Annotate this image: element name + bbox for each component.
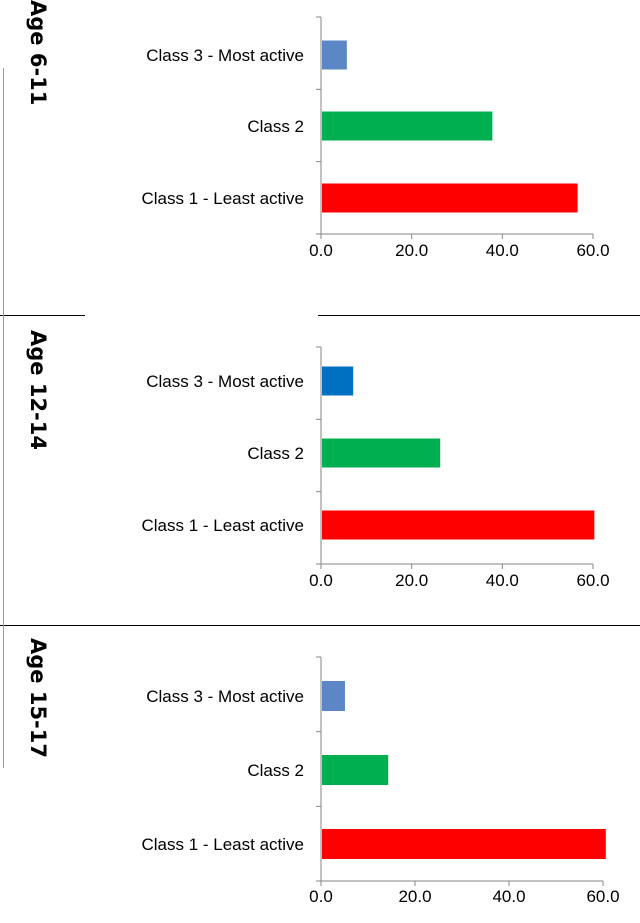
bar <box>322 510 595 540</box>
x-tick-label: 0.0 <box>309 571 333 590</box>
bar <box>322 681 345 711</box>
x-tick-label: 20.0 <box>398 887 431 906</box>
x-tick-label: 60.0 <box>576 241 609 260</box>
x-tick-label: 60.0 <box>576 571 609 590</box>
bar <box>322 40 347 70</box>
category-label: Class 1 - Least active <box>141 189 304 208</box>
category-label: Class 3 - Most active <box>146 372 304 391</box>
bar-chart: Class 3 - Most active Class 2 Class 1 - Le… <box>141 16 610 260</box>
x-tick-label: 0.0 <box>309 887 333 906</box>
bar-chart: Class 3 - Most active Class 2 Class 1 - Le… <box>141 656 620 906</box>
x-tick-label: 0.0 <box>309 241 333 260</box>
category-label: Class 1 - Least active <box>141 835 304 854</box>
category-label: Class 1 - Least active <box>141 516 304 535</box>
chart-panel-age-12-14: Age 12-14 Class 3 - Most active Class 2 Cl… <box>0 318 640 618</box>
panel-divider <box>0 625 640 626</box>
x-tick-label: 40.0 <box>486 571 519 590</box>
bar-chart: Class 3 - Most active Class 2 Class 1 - Le… <box>141 346 610 590</box>
category-label: Class 3 - Most active <box>146 687 304 706</box>
bar <box>322 438 441 468</box>
left-edge-line <box>3 68 4 768</box>
x-tick-label: 20.0 <box>395 571 428 590</box>
category-label: Class 2 <box>247 761 304 780</box>
category-label: Class 2 <box>247 444 304 463</box>
bar <box>322 829 606 859</box>
chart-panel-age-15-17: Age 15-17 Class 3 - Most active Class 2 Cl… <box>0 630 640 923</box>
category-label: Class 3 - Most active <box>146 46 304 65</box>
bar <box>322 366 354 396</box>
x-tick-label: 20.0 <box>395 241 428 260</box>
x-tick-label: 40.0 <box>486 241 519 260</box>
x-tick-label: 60.0 <box>586 887 619 906</box>
bar <box>322 755 389 785</box>
bar <box>322 183 578 213</box>
chart-panel-age-6-11: Age 6-11 Class 3 - Most active Class 2 Cla… <box>0 0 640 310</box>
panel-divider <box>0 315 85 316</box>
bar <box>322 111 493 141</box>
category-label: Class 2 <box>247 117 304 136</box>
panel-divider <box>318 315 640 316</box>
x-tick-label: 40.0 <box>492 887 525 906</box>
